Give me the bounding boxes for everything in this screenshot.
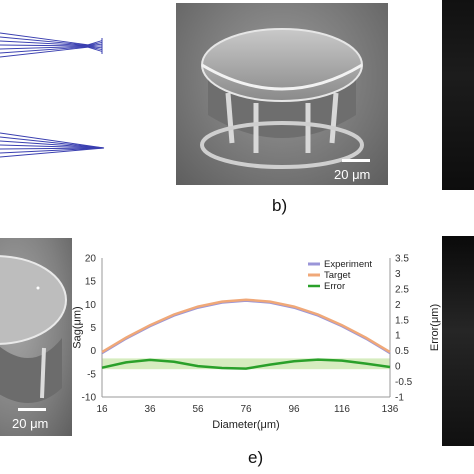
y2-tick-label: 2.5 xyxy=(395,284,409,295)
legend-entry: Target xyxy=(324,270,351,281)
microlens-drawing xyxy=(200,28,364,169)
y2-tick-label: 3.5 xyxy=(395,254,409,265)
y2-axis-label: Error(μm) xyxy=(429,304,441,351)
y2-tick-label: -0.5 xyxy=(395,377,413,388)
y-tick-label: -5 xyxy=(87,369,96,380)
y-tick-label: 5 xyxy=(90,323,96,334)
sem-image-lens-b: 20 μm xyxy=(176,3,388,185)
y2-tick-label: 2 xyxy=(395,300,401,311)
y2-tick-label: 3 xyxy=(395,269,401,280)
x-tick-label: 16 xyxy=(96,404,108,415)
y2-tick-label: -1 xyxy=(395,393,404,404)
x-tick-label: 76 xyxy=(240,404,252,415)
dark-image-c xyxy=(442,0,474,190)
sem-image-lens-d: 20 μm xyxy=(0,238,72,436)
y-axis-label: Sag(μm) xyxy=(72,306,84,348)
error-tolerance-band xyxy=(102,358,390,370)
panel-label-b: b) xyxy=(272,196,288,215)
series-line-error xyxy=(101,358,391,370)
series-line-target xyxy=(101,298,391,354)
x-tick-label: 56 xyxy=(192,404,204,415)
y-tick-label: 15 xyxy=(85,277,97,288)
y2-tick-label: 0 xyxy=(395,362,401,373)
scale-bar-label: 20 μm xyxy=(334,167,371,182)
microlens-drawing-d xyxy=(0,255,67,403)
x-tick-label: 116 xyxy=(334,404,350,415)
scale-bar-label-d: 20 μm xyxy=(12,416,49,431)
y-tick-label: 10 xyxy=(85,300,97,311)
panel-label-e: e) xyxy=(248,448,264,467)
y2-tick-label: 1 xyxy=(395,331,401,342)
scale-bar xyxy=(342,159,370,162)
ray-diagram xyxy=(0,32,105,158)
legend-entry: Error xyxy=(324,281,345,292)
ray-diagram-panel xyxy=(0,0,115,190)
y2-tick-label: 0.5 xyxy=(395,346,409,357)
y2-tick-label: 1.5 xyxy=(395,315,409,326)
sag-error-chart: 16 36 56 76 96 116 136 -10 -5 0 5 10 15 20 -1 -0.5 0 0.5 1… xyxy=(72,250,442,450)
x-tick-label: 96 xyxy=(288,404,300,415)
dark-image-f xyxy=(442,236,474,446)
x-tick-label: 36 xyxy=(144,404,156,415)
ray-bundle-bottom xyxy=(0,132,105,158)
ray-bundle-top xyxy=(0,32,103,58)
legend-entry: Experiment xyxy=(324,259,372,270)
y-tick-label: 20 xyxy=(85,254,97,265)
chart-svg: 16 36 56 76 96 116 136 -10 -5 0 5 10 15 20 -1 -0.5 0 0.5 1… xyxy=(72,254,441,432)
scale-bar-d xyxy=(18,408,46,411)
y-tick-label: -10 xyxy=(82,393,97,404)
x-tick-label: 136 xyxy=(382,404,399,415)
y-tick-label: 0 xyxy=(90,346,96,357)
x-axis-label: Diameter(μm) xyxy=(212,419,279,431)
